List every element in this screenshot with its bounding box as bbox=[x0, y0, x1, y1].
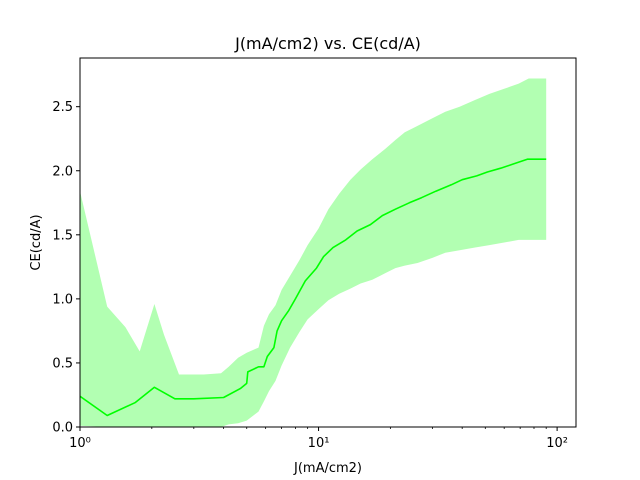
plot-frame bbox=[79, 57, 577, 428]
confidence-band bbox=[80, 78, 547, 427]
x-tick-label: 10⁰ bbox=[69, 436, 91, 451]
y-tick-label: 1.5 bbox=[52, 228, 73, 243]
y-tick-label: 0.0 bbox=[52, 421, 73, 436]
x-tick-label: 10¹ bbox=[308, 436, 330, 451]
mean-line bbox=[80, 158, 547, 417]
y-tick-label: 2.0 bbox=[52, 164, 73, 179]
y-tick-label: 0.5 bbox=[52, 356, 73, 371]
y-tick-label: 1.0 bbox=[52, 292, 73, 307]
plot-area bbox=[80, 78, 547, 427]
y-axis-label: CE(cd/A) bbox=[29, 214, 44, 270]
axes: 0.0 0.5 1.0 1.5 2.0 2.5 10⁰ 10¹ 10² bbox=[52, 100, 568, 451]
chart-title: J(mA/cm2) vs. CE(cd/A) bbox=[234, 34, 421, 53]
x-tick-label: 10² bbox=[546, 436, 568, 451]
y-tick-label: 2.5 bbox=[52, 100, 73, 115]
x-axis-label: J(mA/cm2) bbox=[293, 461, 362, 476]
